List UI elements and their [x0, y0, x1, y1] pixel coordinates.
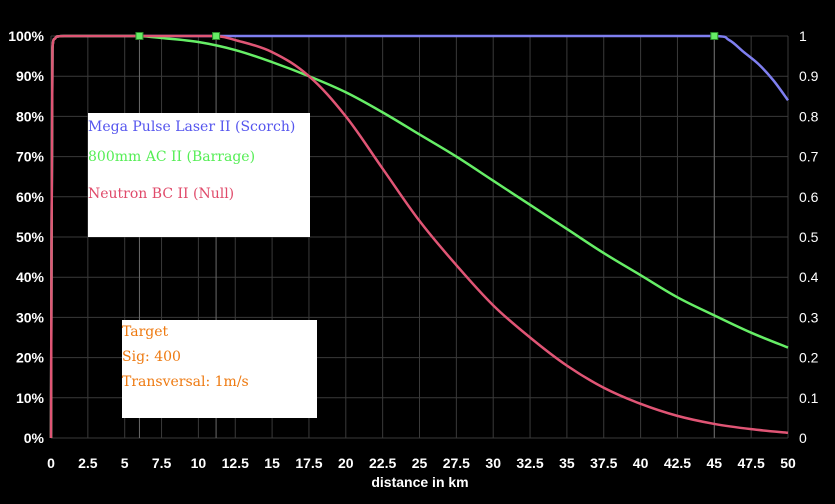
x-tick-label: 42.5 [664, 455, 691, 471]
y-tick-left-label: 20% [16, 350, 45, 366]
y-tick-left-label: 70% [16, 149, 45, 165]
target-info-box: Target Sig: 400 Transversal: 1m/s [122, 320, 317, 418]
x-axis: 0 2.5 5 7.5 10 12.5 15 17.5 20 22.5 25 27.5 30 32.5 35… [47, 455, 796, 471]
point-marker [710, 32, 719, 40]
legend-item-null: Neutron BC II (Null) [88, 186, 235, 202]
x-tick-label: 25 [412, 455, 428, 471]
x-tick-label: 15 [264, 455, 280, 471]
target-title: Target [122, 324, 169, 340]
x-tick-label: 40 [633, 455, 649, 471]
x-tick-label: 7.5 [152, 455, 172, 471]
grid [50, 35, 789, 439]
y-tick-right-label: 0.7 [799, 149, 819, 165]
y-tick-left-label: 10% [16, 390, 45, 406]
x-tick-label: 12.5 [222, 455, 249, 471]
x-axis-label: distance in km [371, 474, 468, 490]
x-tick-label: 22.5 [369, 455, 396, 471]
y-tick-left-label: 50% [16, 229, 45, 245]
x-tick-label: 50 [780, 455, 796, 471]
x-tick-label: 32.5 [516, 455, 543, 471]
legend-item-barrage: 800mm AC II (Barrage) [88, 149, 256, 165]
series-layer [49, 34, 790, 439]
point-marker [212, 32, 221, 40]
target-transversal: Transversal: 1m/s [122, 374, 249, 390]
y-tick-right-label: 0.1 [799, 390, 819, 406]
y-tick-left-label: 40% [16, 269, 45, 285]
y-tick-right-label: 0.3 [799, 309, 819, 325]
y-tick-left-label: 30% [16, 309, 45, 325]
x-tick-label: 10 [191, 455, 207, 471]
x-tick-label: 5 [121, 455, 129, 471]
x-tick-label: 37.5 [590, 455, 617, 471]
x-tick-label: 2.5 [78, 455, 98, 471]
y-tick-right-label: 0.2 [799, 350, 819, 366]
x-tick-label: 27.5 [443, 455, 470, 471]
series-line-2 [49, 34, 789, 439]
legend-item-scorch: Mega Pulse Laser II (Scorch) [88, 119, 296, 135]
x-tick-label: 47.5 [738, 455, 765, 471]
x-tick-label: 20 [338, 455, 354, 471]
y-tick-right-label: 0.8 [799, 108, 819, 124]
x-tick-label: 35 [559, 455, 575, 471]
y-tick-left-label: 0% [24, 430, 45, 446]
y-tick-right-label: 0.9 [799, 68, 819, 84]
y-axis-left: 0% 10% 20% 30% 40% 50% 60% 70% 80% 90% 100% [8, 28, 44, 446]
y-tick-left-label: 90% [16, 68, 45, 84]
point-markers [135, 32, 719, 40]
y-tick-right-label: 0.5 [799, 229, 819, 245]
y-tick-left-label: 80% [16, 108, 45, 124]
y-tick-right-label: 0 [799, 430, 807, 446]
y-tick-right-label: 1 [799, 28, 807, 44]
legend-box: Mega Pulse Laser II (Scorch) 800mm AC II… [88, 113, 310, 237]
y-tick-right-label: 0.4 [799, 269, 819, 285]
y-tick-left-label: 100% [8, 28, 44, 44]
target-signature: Sig: 400 [122, 349, 181, 365]
x-tick-label: 30 [485, 455, 501, 471]
x-tick-label: 45 [707, 455, 723, 471]
y-tick-left-label: 60% [16, 189, 45, 205]
y-tick-right-label: 0.6 [799, 189, 819, 205]
x-tick-label: 17.5 [295, 455, 322, 471]
y-axis-right: 0 0.1 0.2 0.3 0.4 0.5 0.6 0.7 0.8 0.9 1 [799, 28, 819, 446]
point-marker [135, 32, 144, 40]
x-tick-label: 0 [47, 455, 55, 471]
